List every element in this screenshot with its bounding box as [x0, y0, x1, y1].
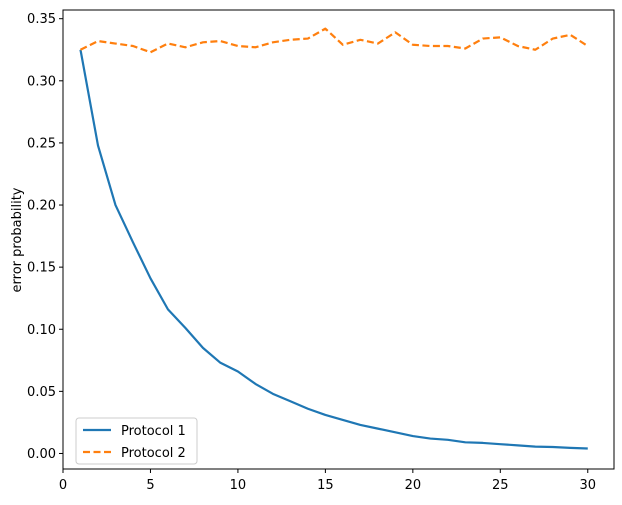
y-tick-label: 0.05	[27, 385, 56, 400]
y-axis-label: error probability	[10, 187, 25, 292]
series-line-2	[80, 27, 589, 54]
y-tick-label: 0.15	[27, 261, 56, 276]
series-line-1	[79, 49, 588, 450]
legend-label-protocol-1: Protocol 1	[121, 424, 186, 439]
y-tick-label: 0.10	[27, 323, 56, 338]
x-tick-label: 30	[579, 478, 596, 493]
y-tick-label: 0.35	[27, 12, 56, 27]
y-tick-label: 0.00	[27, 447, 56, 462]
x-tick-label: 10	[230, 478, 247, 493]
y-tick-label: 0.30	[27, 74, 56, 89]
y-axis-ticks: 0.00 0.05 0.10 0.15 0.20 0.25 0.30 0.35	[27, 12, 63, 462]
plot-area	[63, 10, 614, 469]
x-axis-ticks: 0 5 10 15 20 25 30	[59, 469, 596, 493]
x-tick-label: 5	[146, 478, 154, 493]
legend: Protocol 1 Protocol 2	[75, 417, 198, 465]
legend-label-protocol-2: Protocol 2	[121, 446, 186, 461]
x-tick-label: 25	[492, 478, 509, 493]
series-lines	[79, 27, 589, 450]
x-tick-label: 20	[405, 478, 422, 493]
y-tick-label: 0.20	[27, 199, 56, 214]
plot-frame	[62, 9, 615, 470]
x-tick-label: 15	[317, 478, 334, 493]
y-tick-label: 0.25	[27, 136, 56, 151]
x-tick-label: 0	[59, 478, 67, 493]
